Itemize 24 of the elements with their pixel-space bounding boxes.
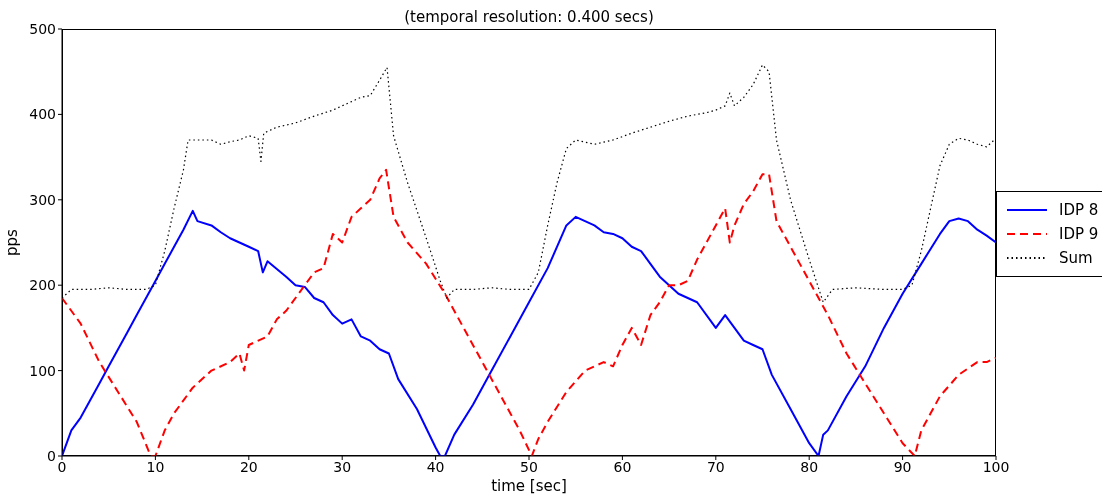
x-tick-label: 10 bbox=[146, 458, 165, 475]
y-tick-label: 100 bbox=[29, 362, 56, 379]
x-tick-label: 90 bbox=[893, 458, 912, 475]
x-tick-label: 80 bbox=[800, 458, 819, 475]
line-series bbox=[62, 64, 996, 303]
x-tick-label: 70 bbox=[706, 458, 725, 475]
x-tick-label: 20 bbox=[239, 458, 258, 475]
x-tick-label: 50 bbox=[520, 458, 538, 475]
y-axis-title: pps bbox=[3, 228, 22, 256]
y-tick-label: 500 bbox=[29, 20, 56, 37]
legend-label: IDP 9 bbox=[1059, 225, 1099, 243]
x-tick-label: 100 bbox=[982, 458, 1010, 475]
chart-title: (temporal resolution: 0.400 secs) bbox=[403, 8, 655, 26]
legend-label: Sum bbox=[1059, 249, 1093, 267]
y-tick-label: 0 bbox=[47, 447, 56, 464]
y-tick-label: 400 bbox=[29, 106, 56, 123]
x-axis-title: time [sec] bbox=[491, 477, 567, 495]
x-tick-label: 60 bbox=[613, 458, 632, 475]
x-tick-label: 30 bbox=[333, 458, 352, 475]
x-tick-label: 40 bbox=[426, 458, 445, 475]
legend-label: IDP 8 bbox=[1059, 201, 1099, 219]
y-tick-label: 200 bbox=[29, 277, 56, 294]
x-tick-label: 0 bbox=[57, 458, 67, 475]
y-tick-label: 300 bbox=[29, 191, 56, 208]
